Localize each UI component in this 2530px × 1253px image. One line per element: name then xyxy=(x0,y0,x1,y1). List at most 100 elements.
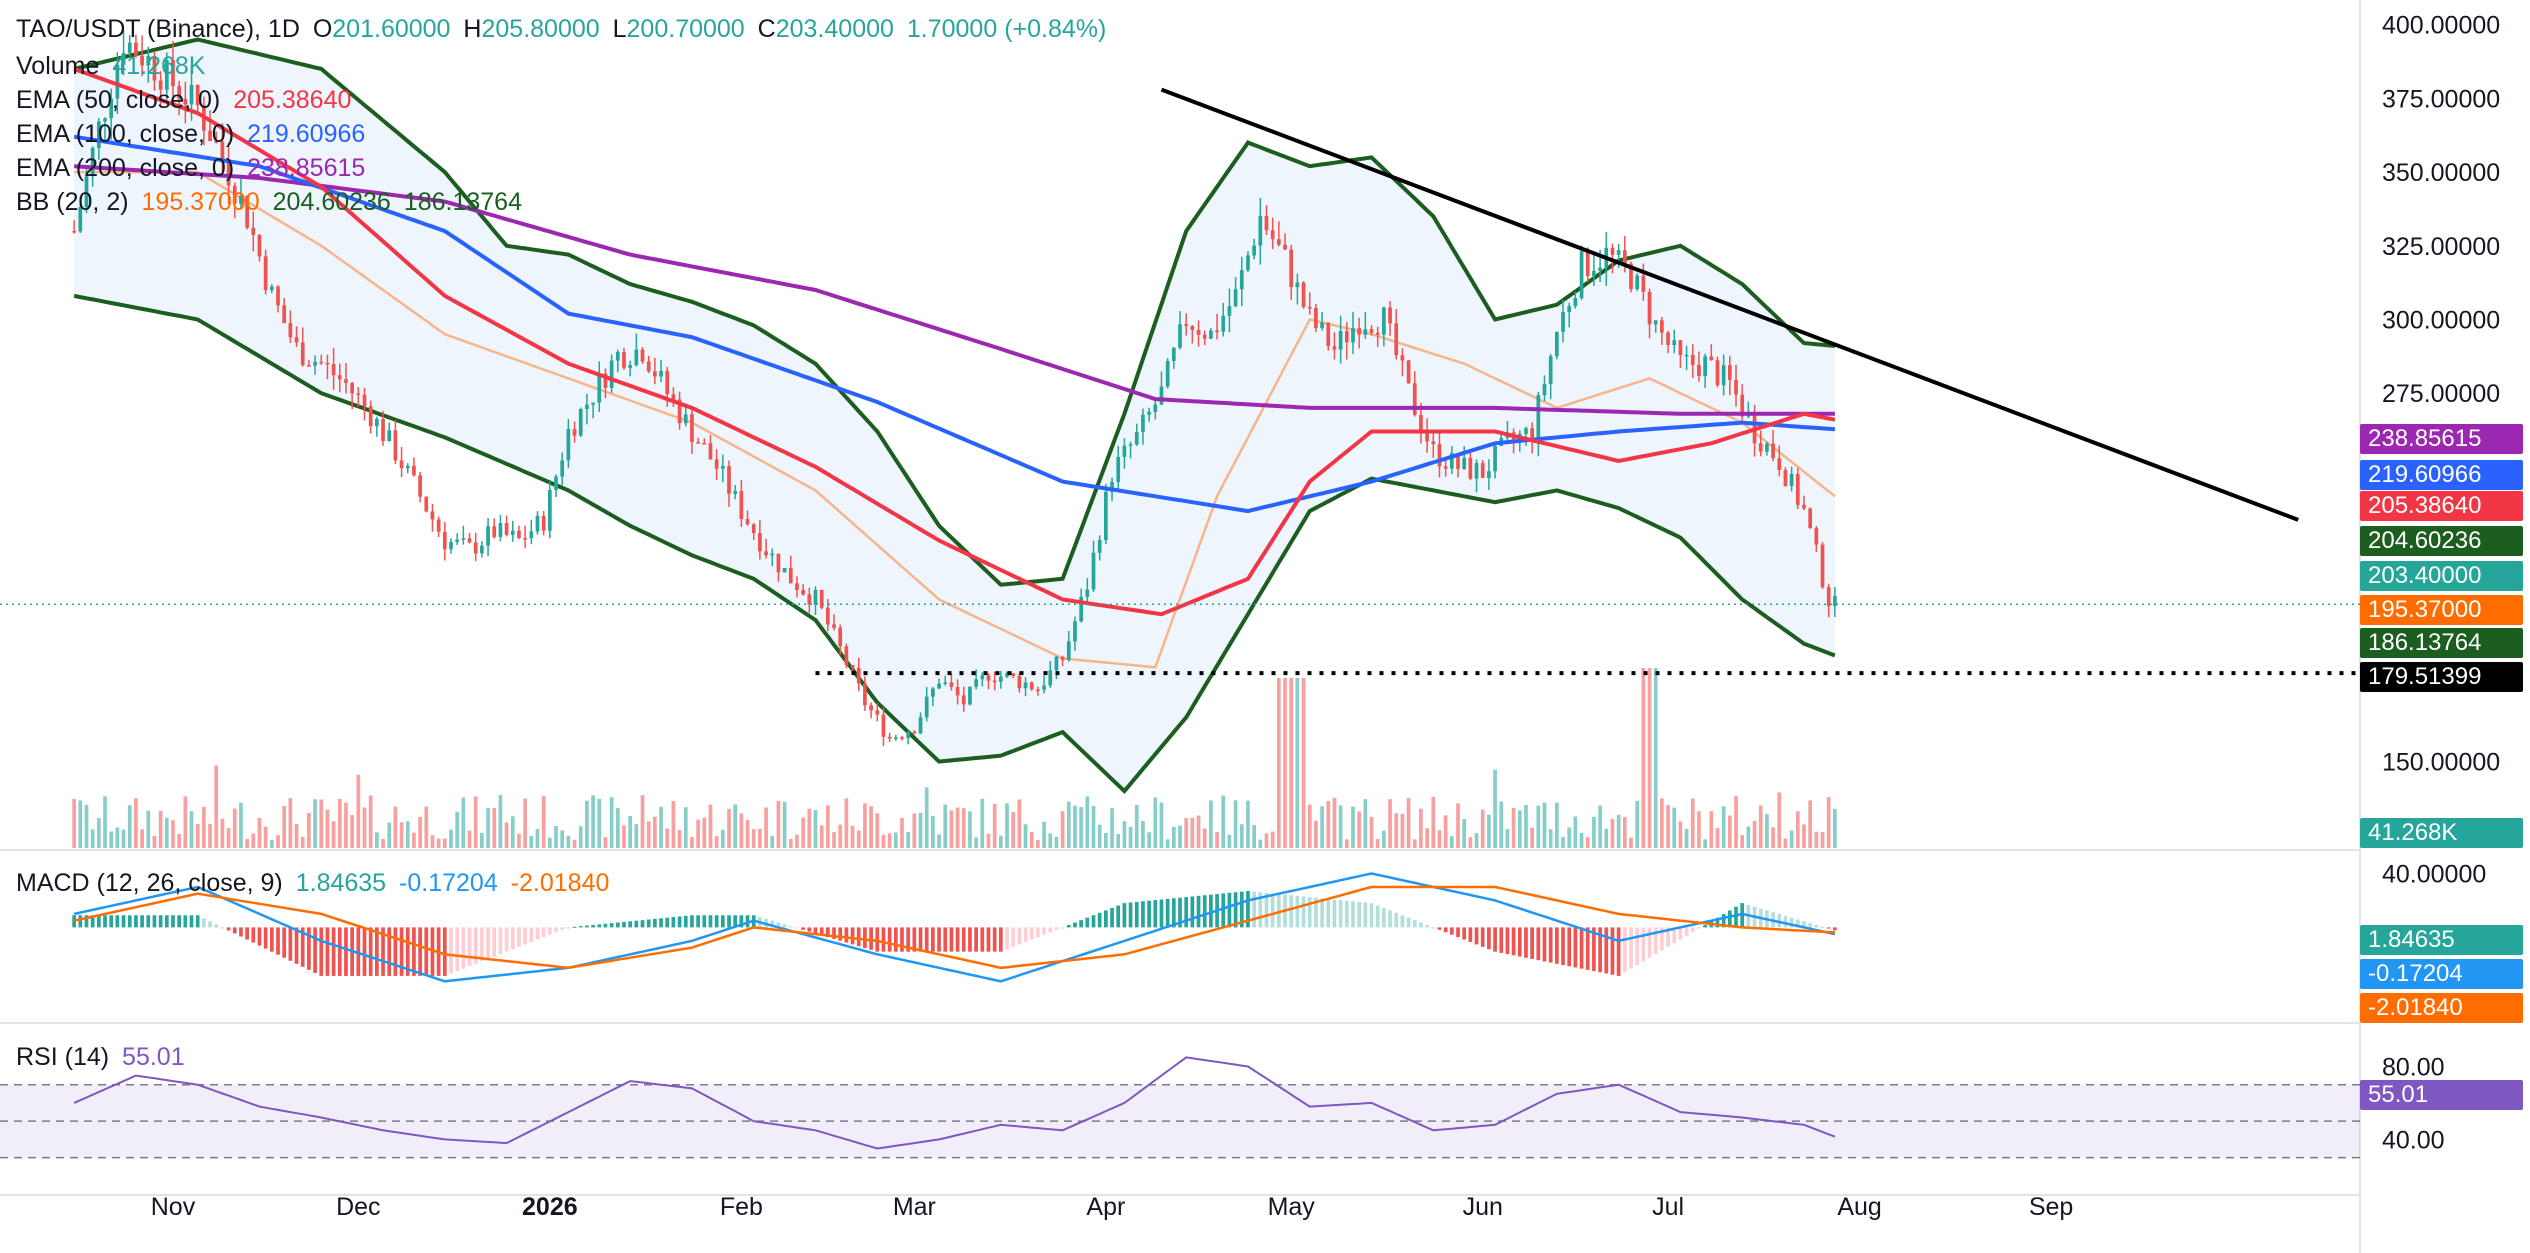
macd-histogram-bar xyxy=(1307,897,1312,928)
macd-histogram-bar xyxy=(1264,892,1269,928)
candle-body xyxy=(319,361,324,364)
macd-histogram-bar xyxy=(1036,927,1040,938)
macd-histogram-bar xyxy=(547,927,552,935)
candle-body xyxy=(517,530,521,538)
candle-body xyxy=(1765,443,1769,452)
candle-body xyxy=(418,475,422,497)
ema100-legend[interactable]: EMA (100, close, 0) 219.60966 xyxy=(16,117,371,151)
volume-bar xyxy=(628,816,633,848)
candle-body xyxy=(665,370,670,395)
volume-bar xyxy=(1227,834,1232,848)
macd-histogram-bar xyxy=(399,927,404,976)
ema50-legend[interactable]: EMA (50, close, 0) 205.38640 xyxy=(16,83,357,117)
macd-histogram-bar xyxy=(1456,927,1460,938)
macd-histogram-bar xyxy=(127,915,132,928)
candle-body xyxy=(770,553,775,556)
macd-histogram-bar xyxy=(974,927,978,952)
volume-bar xyxy=(547,837,552,848)
volume-bar xyxy=(1091,806,1096,848)
volume-bar xyxy=(566,835,571,848)
volume-bar xyxy=(1079,807,1084,848)
candle-body xyxy=(1598,267,1602,271)
volume-bar xyxy=(572,839,577,848)
bb-upper-line xyxy=(73,37,1836,587)
macd-pane[interactable] xyxy=(72,872,1837,983)
candle-body xyxy=(776,553,781,573)
volume-bar xyxy=(1233,800,1238,848)
macd-histogram-bar xyxy=(727,915,731,928)
macd-histogram-bar xyxy=(1487,927,1491,950)
time-tick-label: Sep xyxy=(2029,1193,2073,1221)
candle-body xyxy=(566,429,571,461)
macd-histogram-bar xyxy=(535,927,540,940)
macd-histogram-bar xyxy=(449,927,453,974)
volume-bar xyxy=(90,829,95,848)
volume-bar xyxy=(943,804,948,848)
volume-bar xyxy=(1511,807,1516,848)
candle-body xyxy=(1536,395,1541,442)
volume-bar xyxy=(1344,839,1349,848)
volume-bar xyxy=(1258,839,1263,848)
volume-bar xyxy=(115,827,120,848)
volume-bar xyxy=(202,806,206,848)
candle-body xyxy=(103,118,107,122)
candle-body xyxy=(764,551,768,556)
volume-bar xyxy=(1221,795,1226,848)
candle-body xyxy=(893,737,898,739)
candle-body xyxy=(1165,360,1170,387)
candle-body xyxy=(1653,320,1658,325)
symbol-title[interactable]: TAO/USDT (Binance), 1D xyxy=(16,15,300,43)
candle-body xyxy=(1678,340,1683,356)
macd-histogram-bar xyxy=(585,925,589,928)
volume-bar xyxy=(764,807,768,848)
volume-bar xyxy=(325,809,330,848)
macd-histogram-bar xyxy=(461,927,466,969)
volume-legend[interactable]: Volume 41.268K xyxy=(16,49,211,83)
macd-histogram-bar xyxy=(1060,927,1065,929)
volume-bar xyxy=(1431,796,1436,848)
candle-body xyxy=(1202,334,1207,339)
macd-histogram-bar xyxy=(1085,917,1090,928)
rsi-legend[interactable]: RSI (14) 55.01 xyxy=(16,1040,191,1074)
candle-body xyxy=(1573,298,1578,307)
candle-body xyxy=(696,442,700,444)
candle-body xyxy=(1091,552,1096,590)
macd-histogram-bar xyxy=(906,927,911,952)
bb-legend[interactable]: BB (20, 2) 195.37000 204.60236 186.13764 xyxy=(16,185,528,219)
macd-legend[interactable]: MACD (12, 26, close, 9) 1.84635 -0.17204… xyxy=(16,866,615,900)
macd-histogram-bar xyxy=(826,927,830,938)
candle-body xyxy=(906,731,911,738)
macd-histogram-bar xyxy=(1110,907,1114,928)
volume-bar xyxy=(1771,827,1775,848)
macd-histogram-bar xyxy=(1042,927,1046,935)
volume-bar xyxy=(646,821,651,848)
macd-histogram-bar xyxy=(1517,927,1522,957)
ema200-legend[interactable]: EMA (200, close, 0) 238.85615 xyxy=(16,151,371,185)
candle-body xyxy=(1697,364,1701,376)
candle-body xyxy=(968,686,972,705)
macd-histogram-bar xyxy=(807,927,812,932)
macd-histogram-bar xyxy=(1147,900,1151,928)
volume-bar xyxy=(1592,816,1596,848)
candle-body xyxy=(350,383,354,394)
macd-histogram-bar xyxy=(1159,899,1164,928)
macd-histogram-bar xyxy=(813,927,818,934)
volume-bar xyxy=(906,832,911,848)
macd-histogram-bar xyxy=(770,920,775,928)
candle-body xyxy=(158,80,163,90)
volume-bar xyxy=(856,830,861,848)
candle-body xyxy=(1487,471,1491,478)
macd-histogram-bar xyxy=(1802,921,1806,928)
macd-histogram-bar xyxy=(572,926,577,928)
macd-histogram-bar xyxy=(1697,927,1701,929)
volume-bar xyxy=(1487,814,1491,848)
candle-body xyxy=(683,414,688,424)
macd-histogram-bar xyxy=(955,927,960,952)
macd-histogram-bar xyxy=(900,927,904,952)
volume-bar xyxy=(1190,817,1195,848)
candle-body xyxy=(1036,689,1040,691)
rsi-pane[interactable] xyxy=(0,1056,2360,1159)
annotations[interactable] xyxy=(0,87,2360,676)
macd-histogram-bar xyxy=(1178,897,1182,928)
volume-bar xyxy=(1468,837,1473,848)
